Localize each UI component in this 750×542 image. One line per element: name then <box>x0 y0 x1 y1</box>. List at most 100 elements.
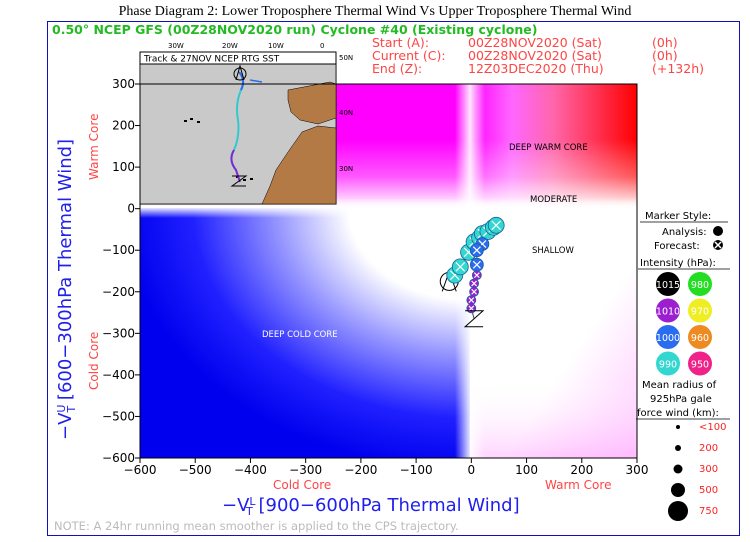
trajectory-forecast-x <box>471 288 477 295</box>
x-axis-title: −VL T [900−600hPa Thermal Wind] <box>222 495 520 518</box>
radius-swatch <box>671 483 685 497</box>
x-tick-label: −400 <box>234 463 267 477</box>
trajectory-forecast-x <box>468 305 475 312</box>
intensity-swatch <box>688 272 712 296</box>
lat-label-50n: 50N <box>339 54 353 62</box>
radius-label: <100 <box>699 422 726 433</box>
start-label: Start (A): <box>372 35 429 50</box>
current-time: 00Z28NOV2020 (Sat) <box>468 48 602 63</box>
intensity-swatch <box>656 298 680 323</box>
legend-intensity: Intensity (hPa): <box>640 258 716 269</box>
intensity-label: 960 <box>691 333 709 344</box>
radius-label: 300 <box>699 464 718 475</box>
label-moderate: MODERATE <box>530 195 577 205</box>
y-axis-warm-core-note: Warm Core <box>87 114 101 180</box>
current-hour: (0h) <box>652 48 678 63</box>
x-axis-warm-core-note: Warm Core <box>545 478 611 492</box>
y-axis-cold-core-note: Cold Core <box>87 332 101 390</box>
intensity-label: 1010 <box>656 307 680 318</box>
legend-radius-title-2: 925hPa gale <box>650 394 712 405</box>
forecast-marker <box>713 240 723 250</box>
intensity-label: 990 <box>659 360 677 371</box>
y-tick-label: −600 <box>102 451 135 465</box>
x-tick-label: 300 <box>626 463 649 477</box>
intensity-swatch <box>688 298 712 323</box>
intensity-swatch <box>656 351 680 376</box>
smoother-note: NOTE: A 24hr running mean smoother is ap… <box>54 519 459 533</box>
x-tick-label: −200 <box>344 463 377 477</box>
analysis-marker <box>713 226 723 236</box>
radius-label: 750 <box>699 506 718 517</box>
trajectory-forecast-x <box>468 297 475 303</box>
y-tick-label: 300 <box>112 77 135 91</box>
page-title: Phase Diagram 2: Lower Troposphere Therm… <box>118 4 632 19</box>
legend-marker-style: Marker Style: <box>645 211 711 222</box>
lat-label-30n: 30N <box>339 165 353 173</box>
run-line: 0.50° NCEP GFS (00Z28NOV2020 run) Cyclon… <box>52 22 537 37</box>
end-time: 12Z03DEC2020 (Thu) <box>468 61 604 76</box>
lon-label-10w: 10W <box>268 42 284 50</box>
inset-map: Track & 27NOV NCEP RTG SST 30W 20W 10W 0… <box>139 42 353 205</box>
inset-map-title: Track & 27NOV NCEP RTG SST <box>143 55 280 65</box>
y-axis-ticks: −600 −500 −400 −300 −200 −100 0 100 200 300 <box>102 77 140 465</box>
africa-land <box>261 125 337 205</box>
lon-label-30w: 30W <box>168 42 184 50</box>
lon-label-20w: 20W <box>222 42 238 50</box>
trajectory-forecast-x <box>473 272 480 279</box>
x-tick-label: 200 <box>570 463 593 477</box>
label-deep-warm-core: DEEP WARM CORE <box>509 143 588 153</box>
x-tick-label: −600 <box>124 463 157 477</box>
plot-border <box>139 83 638 459</box>
cps-trajectory <box>439 216 505 328</box>
x-axis-ticks: −600 −500 −400 −300 −200 −100 0 100 200 300 <box>124 458 649 477</box>
legend-radius-title-1: Mean radius of <box>642 380 717 391</box>
trajectory-end-z <box>463 310 485 328</box>
end-hour: (+132h) <box>652 61 704 76</box>
intensity-swatch <box>656 325 680 349</box>
trajectory-forecast-x <box>472 246 481 255</box>
intensity-label: 1000 <box>656 333 680 344</box>
radius-swatch <box>675 445 681 451</box>
lat-label-40n: 40N <box>339 109 353 117</box>
start-hour: (0h) <box>652 35 678 50</box>
intensity-swatch <box>688 351 712 376</box>
x-tick-label: −300 <box>289 463 322 477</box>
current-label: Current (C): <box>372 48 446 63</box>
intensity-label: 1015 <box>656 280 680 291</box>
intensity-label: 970 <box>691 307 709 318</box>
label-shallow: SHALLOW <box>532 246 574 256</box>
y-axis-title: −VUT [600−300hPa Thermal Wind] <box>55 139 78 440</box>
legend-analysis: Analysis: <box>662 227 707 238</box>
y-tick-label: 100 <box>112 160 135 174</box>
intensity-label: 950 <box>691 360 709 371</box>
start-time: 00Z28NOV2020 (Sat) <box>468 35 602 50</box>
trajectory-forecast-x <box>472 260 481 269</box>
trajectory-forecast-x <box>491 220 502 231</box>
lon-label-0: 0 <box>320 42 324 50</box>
x-tick-label: −500 <box>179 463 212 477</box>
x-tick-label: 100 <box>515 463 538 477</box>
x-tick-label: 0 <box>468 463 476 477</box>
y-tick-label: −200 <box>102 285 135 299</box>
intensity-swatch <box>656 272 680 296</box>
y-tick-label: −500 <box>102 409 135 423</box>
radius-label: 200 <box>699 443 718 454</box>
y-tick-label: −300 <box>102 326 135 340</box>
radius-label: 500 <box>699 485 718 496</box>
legend: Marker Style: Analysis: Forecast: Intens… <box>636 211 730 521</box>
radius-swatch <box>676 425 680 429</box>
legend-forecast: Forecast: <box>654 241 700 252</box>
x-axis-cold-core-note: Cold Core <box>273 478 331 492</box>
y-tick-label: 0 <box>127 202 135 216</box>
intensity-label: 980 <box>691 280 709 291</box>
radius-swatch <box>668 501 688 521</box>
y-tick-label: 200 <box>112 119 135 133</box>
legend-radius-title-3: force wind (km): <box>637 408 719 419</box>
y-tick-label: −100 <box>102 243 135 257</box>
end-label: End (Z): <box>372 61 422 76</box>
iberia-land <box>287 81 337 125</box>
x-tick-label: −100 <box>400 463 433 477</box>
y-tick-label: −400 <box>102 368 135 382</box>
trajectory-forecast-x <box>455 262 466 272</box>
